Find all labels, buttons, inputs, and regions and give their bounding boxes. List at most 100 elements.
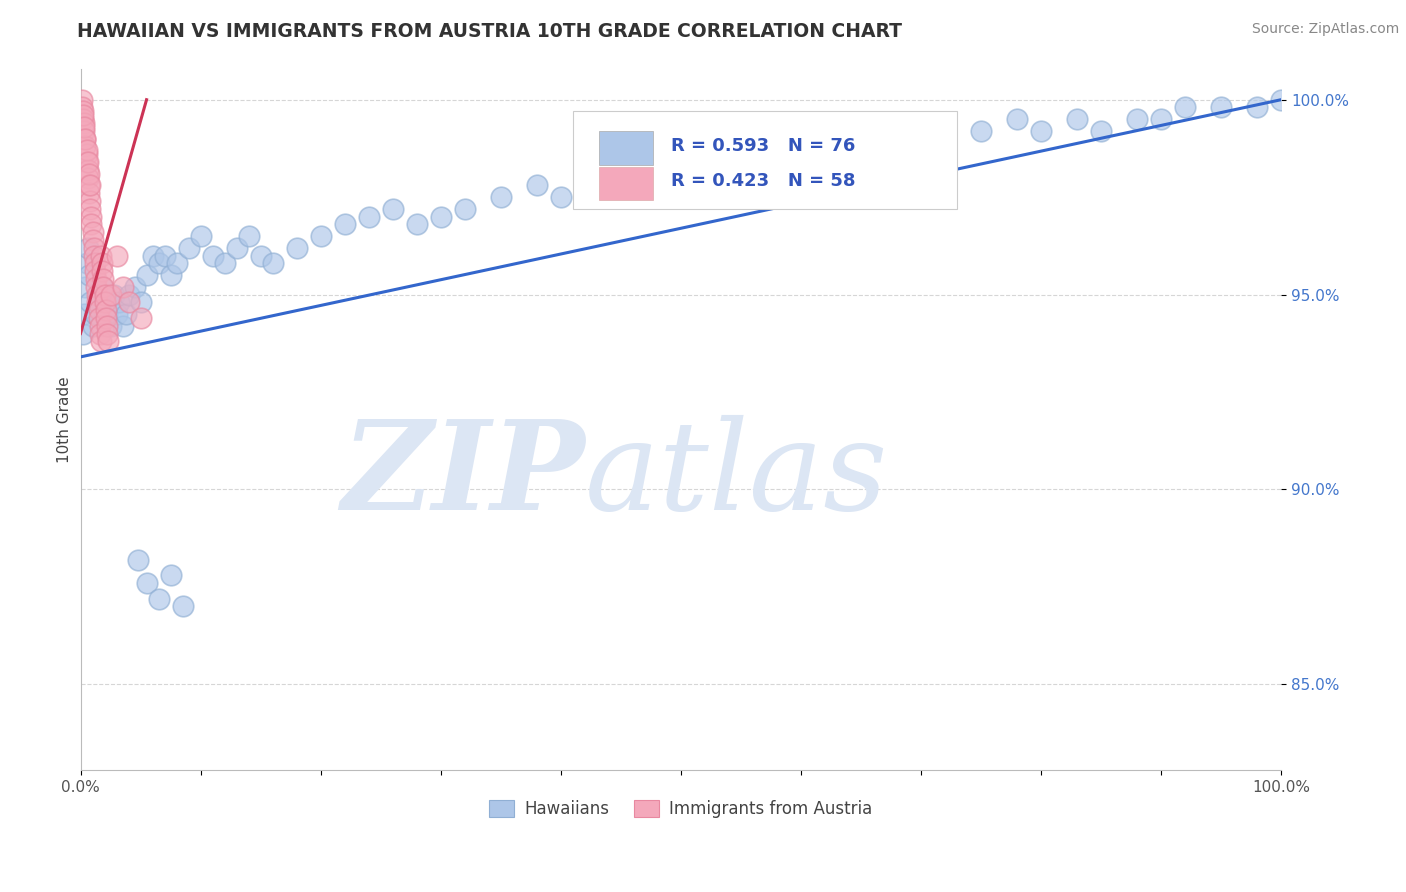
Point (309, 229, 332, 244)
Point (1066, 112, 1088, 127)
Point (84, 256, 107, 270)
Point (96, 326, 118, 341)
Point (405, 218, 427, 232)
Point (357, 210, 380, 224)
Point (89, 326, 111, 341)
Point (153, 249, 176, 263)
Point (117, 295, 139, 310)
Point (886, 124, 908, 138)
Point (489, 190, 512, 204)
Text: Source: ZipAtlas.com: Source: ZipAtlas.com (1251, 22, 1399, 37)
Point (1150, 112, 1173, 127)
Point (90, 334, 112, 349)
Text: ZIP: ZIP (342, 415, 585, 536)
Text: R = 0.593   N = 76: R = 0.593 N = 76 (671, 137, 856, 155)
Point (103, 287, 125, 301)
Point (129, 310, 152, 325)
Point (76, 155, 98, 169)
Point (75, 131, 97, 145)
Point (87, 303, 110, 318)
Point (91, 279, 114, 293)
Point (82, 318, 104, 333)
Point (79, 178, 101, 193)
Point (83, 241, 105, 255)
Point (100, 287, 122, 301)
Point (70, 101, 93, 115)
Point (91, 256, 114, 270)
Point (124, 279, 146, 293)
Point (76, 241, 98, 255)
Point (77, 167, 100, 181)
Point (79, 194, 101, 208)
Point (1126, 112, 1149, 127)
Point (91, 272, 114, 286)
Point (76, 144, 98, 158)
Point (225, 241, 247, 255)
FancyBboxPatch shape (599, 167, 654, 201)
Point (381, 202, 404, 216)
Point (693, 162, 716, 177)
Point (1005, 112, 1028, 127)
Point (1270, 93, 1292, 107)
Point (550, 190, 572, 204)
Point (70, 93, 93, 107)
Point (96, 318, 118, 333)
Point (129, 295, 152, 310)
Point (1090, 124, 1112, 138)
Point (105, 249, 128, 263)
Point (117, 287, 139, 301)
Point (84, 307, 107, 321)
Text: atlas: atlas (585, 415, 889, 536)
Y-axis label: 10th Grade: 10th Grade (58, 376, 72, 463)
Point (73, 116, 96, 130)
Point (135, 576, 157, 591)
Point (454, 202, 477, 216)
Point (84, 264, 107, 278)
Point (97, 334, 120, 349)
Point (77, 178, 100, 193)
Point (285, 241, 308, 255)
Point (934, 131, 956, 145)
Point (72, 104, 94, 119)
Point (76, 155, 98, 169)
Point (1174, 101, 1197, 115)
Point (93, 295, 115, 310)
Point (94, 303, 117, 318)
Point (910, 139, 932, 153)
Point (166, 256, 188, 270)
Point (201, 249, 224, 263)
Point (214, 256, 236, 270)
Point (645, 162, 668, 177)
Point (249, 249, 271, 263)
Point (84, 272, 107, 286)
Point (429, 210, 451, 224)
Point (1209, 101, 1232, 115)
Point (93, 287, 115, 301)
Point (669, 151, 692, 165)
Point (849, 131, 872, 145)
Point (190, 229, 212, 244)
Point (91, 264, 114, 278)
Point (159, 268, 181, 282)
Point (73, 124, 96, 138)
Point (574, 178, 596, 193)
Point (76, 256, 98, 270)
Point (83, 249, 105, 263)
Point (87, 310, 110, 325)
Point (1029, 124, 1052, 138)
Point (77, 268, 100, 282)
Point (76, 147, 98, 161)
Point (84, 279, 107, 293)
Point (111, 318, 134, 333)
Point (73, 120, 96, 134)
Point (148, 256, 170, 270)
Point (970, 124, 993, 138)
Point (80, 218, 103, 232)
Point (730, 151, 752, 165)
Point (96, 307, 118, 321)
Point (1246, 101, 1268, 115)
Point (79, 295, 101, 310)
Point (86, 287, 108, 301)
Point (177, 241, 200, 255)
Point (80, 210, 103, 224)
